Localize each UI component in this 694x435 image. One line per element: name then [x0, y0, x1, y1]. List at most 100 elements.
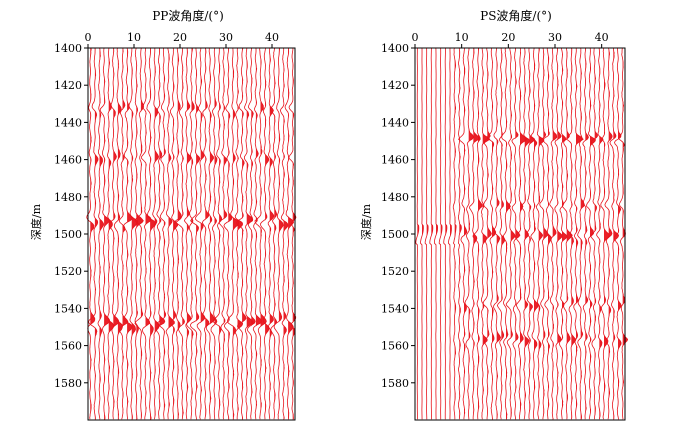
pp-trace — [260, 47, 270, 420]
pp-trace — [99, 47, 111, 420]
pp-trace — [212, 47, 223, 420]
ps-trace — [457, 47, 468, 420]
ps-x-tick-label: 0 — [412, 31, 419, 44]
pp-y-tick-label: 1540 — [54, 302, 82, 315]
pp-trace — [223, 47, 233, 420]
pp-panel: PP波角度/(°) 深度/m 0 10 20 30 40 1400 1420 1440 146… — [29, 8, 297, 421]
ps-trace-fill — [604, 48, 610, 420]
ps-y-tick-label: 1480 — [381, 191, 409, 204]
ps-trace — [526, 47, 536, 420]
pp-y-tick-label: 1420 — [54, 79, 82, 92]
ps-trace — [420, 47, 424, 420]
pp-trace — [141, 47, 152, 420]
ps-y-tick-label: 1580 — [381, 377, 409, 390]
pp-trace — [175, 47, 185, 420]
pp-x-tick-label: 20 — [173, 31, 187, 44]
pp-trace — [284, 47, 295, 420]
ps-trace — [447, 47, 452, 420]
ps-y-tick-label: 1440 — [381, 116, 409, 129]
pp-y-tick-label: 1440 — [54, 116, 82, 129]
pp-trace — [173, 47, 182, 420]
ps-trace — [590, 47, 598, 420]
ps-trace-layer — [415, 47, 629, 420]
ps-trace — [469, 47, 480, 420]
pp-trace — [195, 47, 206, 420]
ps-trace — [452, 47, 457, 420]
ps-panel: PS波角度/(°) 深度/m 0 10 20 30 40 1400 1420 1440 146… — [359, 8, 629, 421]
pp-chart-title: PP波角度/(°) — [152, 8, 224, 23]
ps-trace — [424, 47, 429, 420]
pp-trace — [186, 47, 195, 420]
pp-y-tick-label: 1480 — [54, 191, 82, 204]
pp-trace-fill — [108, 48, 114, 420]
pp-trace-fill — [223, 48, 227, 420]
ps-trace-fill — [492, 48, 496, 420]
pp-trace-fill — [94, 48, 99, 420]
pp-trace-fill — [265, 48, 270, 420]
ps-trace-fill — [576, 48, 584, 420]
pp-trace — [134, 47, 144, 420]
ps-trace — [561, 47, 573, 420]
ps-trace-fill — [566, 48, 573, 420]
ps-trace — [542, 47, 552, 420]
pp-trace-fill — [127, 48, 133, 420]
ps-trace-fill — [557, 48, 563, 420]
pp-trace — [146, 47, 156, 420]
pp-trace-fill — [288, 48, 294, 420]
ps-x-tick-label: 40 — [595, 31, 609, 44]
pp-trace — [267, 47, 275, 420]
pp-trace — [152, 47, 160, 420]
pp-x-ticks: 0 10 20 30 40 — [85, 31, 279, 48]
ps-trace-fill — [520, 48, 528, 420]
ps-chart-title: PS波角度/(°) — [480, 8, 552, 23]
pp-trace-fill — [237, 48, 243, 420]
pp-trace — [227, 47, 240, 420]
ps-trace — [573, 47, 584, 420]
ps-x-ticks: 0 10 20 30 40 — [412, 31, 609, 48]
ps-trace — [596, 47, 604, 420]
ps-trace — [482, 47, 492, 420]
pp-y-tick-label: 1400 — [54, 42, 82, 55]
ps-trace-fill — [543, 48, 548, 420]
pp-trace — [108, 47, 120, 420]
pp-trace — [123, 47, 133, 420]
ps-trace — [443, 47, 448, 420]
ps-y-tick-label: 1420 — [381, 79, 409, 92]
ps-trace — [457, 47, 462, 420]
pp-trace-fill — [274, 48, 277, 420]
ps-trace — [438, 47, 443, 420]
ps-trace — [464, 47, 474, 420]
ps-trace — [501, 47, 511, 420]
pp-trace — [128, 47, 139, 420]
pp-y-tick-label: 1520 — [54, 265, 82, 278]
pp-trace-fill — [177, 48, 182, 420]
ps-trace — [577, 47, 585, 420]
ps-trace — [434, 47, 438, 420]
pp-trace — [210, 47, 218, 420]
ps-trace — [600, 47, 610, 420]
pp-trace — [205, 47, 215, 420]
ps-x-tick-label: 10 — [455, 31, 469, 44]
pp-trace-layer — [86, 47, 297, 420]
pp-x-tick-label: 30 — [219, 31, 233, 44]
ps-trace — [586, 47, 596, 420]
ps-trace-fill — [552, 48, 557, 420]
pp-trace — [273, 47, 284, 420]
pp-trace — [270, 47, 278, 420]
ps-y-tick-label: 1560 — [381, 340, 409, 353]
pp-trace — [288, 47, 297, 420]
ps-trace — [520, 47, 530, 420]
ps-trace — [554, 47, 563, 420]
pp-y-tick-label: 1460 — [54, 154, 82, 167]
ps-y-tick-label: 1520 — [381, 265, 409, 278]
pp-trace — [165, 47, 175, 420]
ps-trace-fill — [599, 48, 604, 420]
pp-trace — [236, 47, 247, 420]
pp-trace — [246, 47, 256, 420]
pp-y-tick-label: 1560 — [54, 340, 82, 353]
pp-trace — [134, 47, 144, 420]
pp-x-tick-label: 0 — [85, 31, 92, 44]
pp-trace — [86, 47, 96, 420]
ps-y-ticks: 1400 1420 1440 1460 1480 1500 1520 1540 1560 1580 — [381, 42, 415, 390]
